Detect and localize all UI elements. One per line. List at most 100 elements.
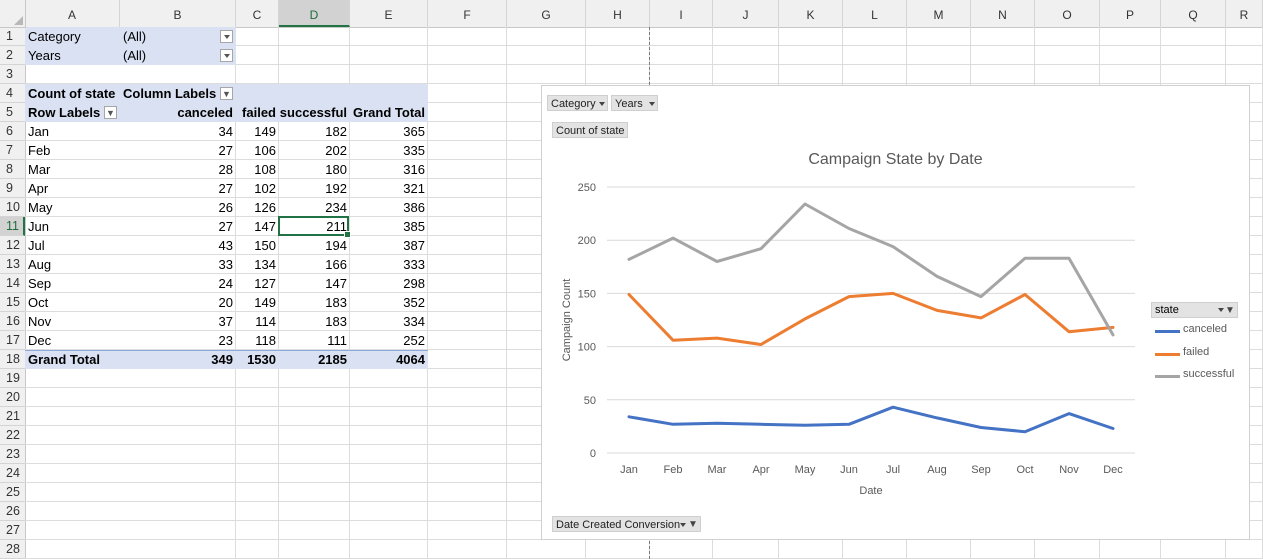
pivot-row-label[interactable]: Jun <box>28 219 49 234</box>
pivot-value-cell[interactable]: 134 <box>254 257 276 272</box>
pivot-value-cell[interactable]: 183 <box>325 295 347 310</box>
row-header-16[interactable]: 16 <box>0 312 25 331</box>
pivot-value-cell[interactable]: 127 <box>254 276 276 291</box>
column-header-b[interactable]: B <box>120 0 236 27</box>
pivot-row-label[interactable]: Nov <box>28 314 52 329</box>
pivot-row-label[interactable]: Oct <box>28 295 49 310</box>
pivot-value-cell[interactable]: 33 <box>218 257 233 272</box>
category-filter-dropdown[interactable] <box>220 30 233 43</box>
grand-total-value[interactable]: 1530 <box>247 352 276 367</box>
pivot-value-cell[interactable]: 114 <box>255 314 276 329</box>
row-header-4[interactable]: 4 <box>0 84 25 103</box>
pivot-value-cell[interactable]: 334 <box>403 314 425 329</box>
pivot-value-cell[interactable]: 298 <box>403 276 425 291</box>
row-header-24[interactable]: 24 <box>0 464 25 483</box>
row-header-23[interactable]: 23 <box>0 445 25 464</box>
column-header-g[interactable]: G <box>507 0 586 27</box>
pivot-value-cell[interactable]: 24 <box>218 276 233 291</box>
pivot-value-cell[interactable]: 118 <box>255 333 276 348</box>
pivot-row-label[interactable]: Apr <box>28 181 49 196</box>
column-header-p[interactable]: P <box>1100 0 1161 27</box>
row-header-27[interactable]: 27 <box>0 521 25 540</box>
pivot-row-label[interactable]: Sep <box>28 276 52 291</box>
pivot-value-cell[interactable]: 252 <box>403 333 425 348</box>
column-header-h[interactable]: H <box>586 0 650 27</box>
column-header-f[interactable]: F <box>428 0 507 27</box>
pivot-value-cell[interactable]: 27 <box>218 181 233 196</box>
pivot-value-cell[interactable]: 182 <box>325 124 347 139</box>
pivot-value-cell[interactable]: 194 <box>325 238 347 253</box>
pivot-value-cell[interactable]: 23 <box>218 333 233 348</box>
row-header-9[interactable]: 9 <box>0 179 25 198</box>
row-header-22[interactable]: 22 <box>0 426 25 445</box>
row-header-1[interactable]: 1 <box>0 27 25 46</box>
row-header-26[interactable]: 26 <box>0 502 25 521</box>
pivot-value-cell[interactable]: 385 <box>403 219 425 234</box>
pivot-value-cell[interactable]: 386 <box>403 200 425 215</box>
row-header-5[interactable]: 5 <box>0 103 25 122</box>
grand-total-value[interactable]: 4064 <box>396 352 425 367</box>
pivot-row-label[interactable]: Mar <box>28 162 51 177</box>
pivot-value-cell[interactable]: 211 <box>326 219 347 234</box>
pivot-value-cell[interactable]: 27 <box>218 143 233 158</box>
pivot-value-cell[interactable]: 321 <box>403 181 425 196</box>
column-header-d[interactable]: D <box>279 0 350 27</box>
grand-total-value[interactable]: 2185 <box>318 352 347 367</box>
pivot-value-cell[interactable]: 111 <box>327 333 347 348</box>
row-header-13[interactable]: 13 <box>0 255 25 274</box>
column-header-q[interactable]: Q <box>1161 0 1226 27</box>
column-header-n[interactable]: N <box>971 0 1035 27</box>
pivot-value-cell[interactable]: 166 <box>325 257 347 272</box>
pivot-value-cell[interactable]: 147 <box>325 276 347 291</box>
row-header-20[interactable]: 20 <box>0 388 25 407</box>
pivot-value-cell[interactable]: 108 <box>254 162 276 177</box>
row-header-12[interactable]: 12 <box>0 236 25 255</box>
pivot-value-cell[interactable]: 43 <box>218 238 233 253</box>
pivot-value-cell[interactable]: 27 <box>218 219 233 234</box>
filter-category-value[interactable]: (All) <box>123 29 147 44</box>
row-header-2[interactable]: 2 <box>0 46 25 65</box>
row-header-18[interactable]: 18 <box>0 350 25 369</box>
pivot-value-cell[interactable]: 149 <box>254 124 276 139</box>
row-header-19[interactable]: 19 <box>0 369 25 388</box>
column-header-o[interactable]: O <box>1035 0 1100 27</box>
count-of-state-button[interactable]: Count of state <box>552 122 628 138</box>
pivot-row-label[interactable]: Jan <box>28 124 49 139</box>
column-header-r[interactable]: R <box>1226 0 1263 27</box>
row-header-28[interactable]: 28 <box>0 540 25 559</box>
column-header-k[interactable]: K <box>779 0 843 27</box>
pivot-value-cell[interactable]: 352 <box>403 295 425 310</box>
pivot-value-cell[interactable]: 149 <box>254 295 276 310</box>
legend-entry-successful[interactable]: successful <box>1183 368 1235 380</box>
pivot-value-cell[interactable]: 147 <box>254 219 276 234</box>
column-header-a[interactable]: A <box>25 0 120 27</box>
date-field-button[interactable]: Date Created Conversion ▼ <box>552 516 701 532</box>
pivot-value-cell[interactable]: 26 <box>218 200 233 215</box>
pivot-value-cell[interactable]: 150 <box>254 238 276 253</box>
legend-entry-canceled[interactable]: canceled <box>1183 323 1228 335</box>
pivot-value-cell[interactable]: 106 <box>254 143 276 158</box>
row-labels-filter-button[interactable]: ▼ <box>104 106 117 119</box>
row-header-17[interactable]: 17 <box>0 331 25 350</box>
row-header-8[interactable]: 8 <box>0 160 25 179</box>
pivot-row-label[interactable]: Feb <box>28 143 51 158</box>
column-labels-filter-button[interactable]: ▼ <box>220 87 233 100</box>
grand-total-value[interactable]: 349 <box>211 352 233 367</box>
pivot-value-cell[interactable]: 192 <box>325 181 347 196</box>
pivot-value-cell[interactable]: 365 <box>403 124 425 139</box>
pivot-value-cell[interactable]: 126 <box>254 200 276 215</box>
pivot-value-cell[interactable]: 316 <box>403 162 425 177</box>
pivot-value-cell[interactable]: 180 <box>325 162 347 177</box>
select-all-corner[interactable] <box>0 0 26 28</box>
column-header-m[interactable]: M <box>907 0 971 27</box>
legend-entry-failed[interactable]: failed <box>1183 345 1210 358</box>
category-filter-button[interactable]: Category <box>547 95 608 111</box>
row-header-11[interactable]: 11 <box>0 217 25 236</box>
pivot-value-cell[interactable]: 28 <box>218 162 233 177</box>
row-header-15[interactable]: 15 <box>0 293 25 312</box>
column-header-i[interactable]: I <box>650 0 713 27</box>
pivot-value-cell[interactable]: 202 <box>325 143 347 158</box>
years-filter-dropdown[interactable] <box>220 49 233 62</box>
pivot-row-label[interactable]: Aug <box>28 257 52 272</box>
row-header-21[interactable]: 21 <box>0 407 25 426</box>
